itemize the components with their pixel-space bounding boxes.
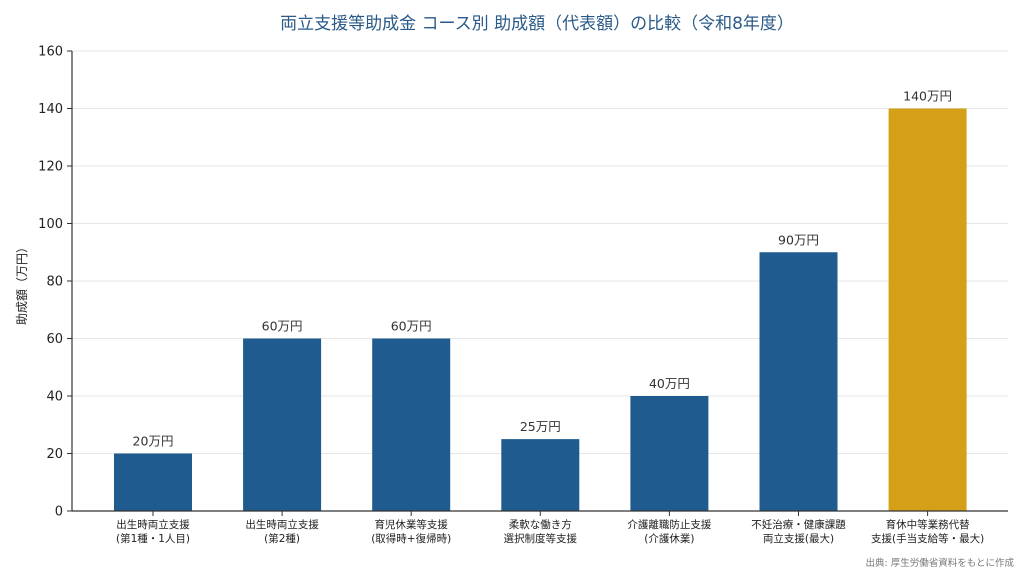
y-tick-label: 100 — [38, 217, 63, 232]
data-label: 140万円 — [903, 89, 952, 104]
y-axis-label: 助成額（万円） — [15, 241, 29, 325]
bar — [630, 396, 709, 511]
x-tick-label: 両立支援(最大) — [763, 532, 834, 545]
x-tick-label: 介護離職防止支援 — [627, 518, 711, 531]
bar — [501, 439, 580, 511]
bar — [243, 338, 322, 511]
data-label: 20万円 — [133, 434, 174, 449]
x-tick-label: 支援(手当支給等・最大) — [871, 532, 984, 545]
y-tick-label: 0 — [55, 505, 63, 520]
x-tick-label: (第2種) — [264, 532, 300, 545]
data-label: 90万円 — [778, 232, 819, 247]
bar — [372, 338, 451, 511]
bar — [759, 252, 838, 511]
data-label: 60万円 — [262, 319, 303, 334]
x-tick-label: 育児休業等支援 — [374, 518, 448, 531]
x-tick-label: 出生時両立支援 — [116, 518, 190, 531]
source-note: 出典: 厚生労働省資料をもとに作成 — [865, 557, 1014, 569]
y-tick-label: 40 — [46, 390, 63, 405]
data-label: 40万円 — [649, 376, 690, 391]
y-tick-label: 60 — [46, 332, 63, 347]
y-tick-label: 140 — [38, 102, 63, 117]
data-label: 60万円 — [391, 319, 432, 334]
y-tick-label: 20 — [46, 447, 63, 462]
y-tick-label: 160 — [38, 45, 63, 60]
labels: 02040608010012014016020万円出生時両立支援(第1種・1人目… — [38, 45, 984, 546]
axes — [67, 50, 1008, 516]
bars — [114, 108, 967, 511]
x-tick-label: (第1種・1人目) — [116, 532, 190, 545]
data-label: 25万円 — [520, 419, 561, 434]
x-tick-label: (取得時+復帰時) — [371, 532, 451, 545]
x-tick-label: (介護休業) — [644, 532, 694, 545]
x-tick-label: 出生時両立支援 — [245, 518, 319, 531]
x-tick-label: 不妊治療・健康課題 — [751, 518, 846, 531]
y-tick-label: 80 — [46, 275, 63, 290]
bar — [888, 108, 967, 511]
x-tick-label: 柔軟な働き方 — [509, 518, 572, 531]
y-tick-label: 120 — [38, 160, 63, 175]
x-tick-label: 選択制度等支援 — [504, 532, 578, 545]
x-tick-label: 育休中等業務代替 — [886, 518, 970, 531]
gridlines — [72, 50, 1008, 454]
chart-title: 両立支援等助成金 コース別 助成額（代表額）の比較（令和8年度） — [280, 14, 794, 34]
bar — [114, 453, 192, 511]
